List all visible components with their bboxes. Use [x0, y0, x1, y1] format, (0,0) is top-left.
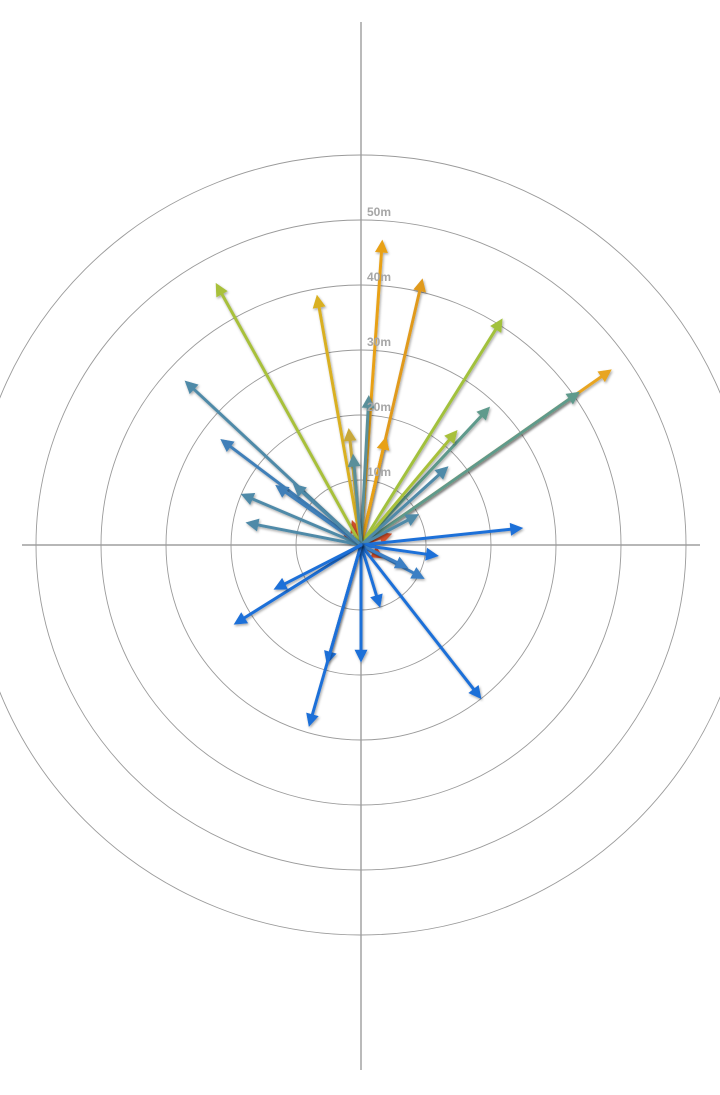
vector-arrowhead [275, 484, 290, 498]
vector-17 [275, 484, 363, 547]
vector-shaft [359, 543, 399, 565]
vector-9 [359, 429, 458, 547]
vector-shaft [359, 447, 385, 547]
vector-shaft [352, 464, 363, 547]
vector-21 [359, 522, 524, 547]
vector-arrowhead [240, 493, 256, 505]
vector-arrowhead [292, 483, 307, 498]
vector-shaft [359, 518, 410, 547]
vector-2 [359, 436, 390, 547]
vector-arrowhead [370, 593, 383, 608]
ring-label-30: 30m [367, 335, 391, 349]
ring-label-20: 20m [367, 400, 391, 414]
vector-arrowhead [376, 436, 390, 451]
vector-arrowhead [306, 712, 319, 727]
vector-18 [292, 483, 363, 547]
vector-shaft [300, 490, 363, 547]
vector-arrowhead [245, 518, 260, 532]
vector-arrowhead [215, 282, 228, 298]
vector-24 [359, 543, 409, 569]
ring-60 [0, 154, 720, 936]
vector-shaft [220, 292, 363, 547]
vector-7 [359, 391, 580, 547]
vector-arrowhead [233, 612, 249, 625]
vector-26 [359, 543, 383, 608]
vector-arrowhead [354, 649, 368, 663]
vector-arrowhead [434, 466, 449, 480]
vector-arrowhead [393, 556, 409, 569]
ring-50 [35, 219, 687, 871]
vector-arrowhead [374, 239, 388, 253]
vector-shaft [359, 327, 498, 547]
vector-shaft [256, 523, 363, 547]
vector-16 [245, 518, 363, 547]
vector-shaft [284, 490, 363, 547]
vector-arrowhead [184, 380, 199, 395]
vector-shaft [359, 438, 451, 547]
vector-29 [306, 543, 363, 727]
vector-shaft [317, 305, 363, 547]
vector-arrowhead [597, 369, 612, 383]
vector-arrowhead [425, 547, 439, 561]
vector-arrowhead [273, 577, 289, 590]
vector-5 [359, 318, 503, 547]
vector-arrowhead [509, 522, 524, 536]
vector-arrowhead [476, 406, 491, 421]
vector-arrowhead [347, 453, 361, 468]
vector-arrowhead [444, 429, 458, 445]
vector-arrowhead [565, 391, 580, 405]
vector-4 [215, 282, 363, 547]
vector-arrowhead [413, 278, 426, 293]
vector-25 [359, 543, 482, 700]
vector-10 [359, 395, 375, 547]
ring-30 [165, 349, 557, 741]
ring-20 [230, 414, 492, 676]
vector-arrowhead [468, 684, 482, 700]
vector-30 [233, 543, 363, 625]
vector-19 [359, 466, 449, 547]
vector-arrowhead [220, 438, 235, 452]
vector-shaft [359, 543, 378, 598]
vector-shaft [359, 527, 513, 547]
vector-arrowhead [361, 395, 375, 409]
vector-shaft [310, 543, 363, 717]
ring-label-10: 10m [367, 465, 391, 479]
vector-shaft [359, 473, 441, 547]
ring-label-50: 50m [367, 205, 391, 219]
vector-arrowhead [404, 514, 419, 526]
vector-22 [359, 543, 439, 561]
vector-8 [359, 406, 491, 547]
vector-3 [312, 294, 363, 547]
vector-20 [359, 514, 419, 547]
vector-shaft [250, 497, 363, 547]
vector-shaft [359, 414, 483, 547]
vector-shaft [359, 397, 571, 547]
vector-shaft [242, 543, 363, 620]
vector-arrowhead [343, 427, 357, 442]
vector-31 [273, 543, 363, 590]
vector-shaft [283, 543, 363, 586]
ring-40 [100, 284, 622, 806]
vector-27 [354, 543, 368, 663]
ring-label-layer: 10m 20m 30m 40m 50m [367, 205, 391, 479]
grid-layer [0, 22, 720, 1070]
vector-12 [347, 453, 363, 547]
vector-shaft [359, 543, 476, 691]
ring-label-40: 40m [367, 270, 391, 284]
vector-15 [240, 493, 363, 547]
vector-arrowhead [490, 318, 503, 333]
vector-shaft [359, 543, 428, 556]
vector-shaft [359, 406, 370, 547]
vector-layer [184, 239, 612, 727]
vector-arrowhead [312, 294, 326, 309]
vector-arrowhead [410, 567, 425, 579]
